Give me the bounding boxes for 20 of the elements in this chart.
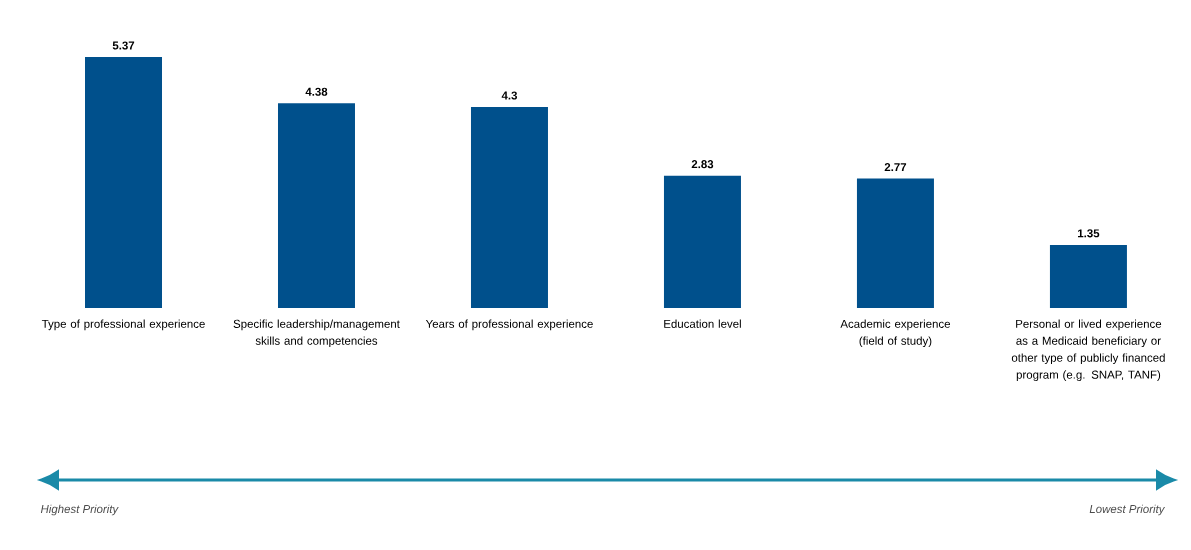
x-tick-label: Academic experience (field of study): [840, 319, 950, 348]
data-label: 4.38: [305, 87, 328, 96]
text: Highest Priority: [40, 504, 119, 516]
bar: [1049, 244, 1127, 308]
data-label: 2.83: [691, 160, 714, 169]
data-label: 5.37: [112, 41, 135, 50]
bar: [470, 107, 548, 308]
data-label: 2.77: [884, 163, 907, 172]
bar: [663, 175, 741, 308]
bar: [85, 57, 163, 308]
x-tick-label: Personal or lived experience as a Medicaid beneficiary or other type of publicly financed program (e.g. SNAP, TANF): [1011, 319, 1165, 381]
bar: [277, 103, 355, 308]
data-label: 4.3: [501, 91, 518, 100]
x-tick-label: Education level: [664, 319, 741, 328]
data-label: 1.35: [1078, 229, 1100, 238]
x-tick-label: Type of professional experience: [41, 319, 205, 331]
text: Lowest Priority: [1089, 504, 1166, 516]
x-tick-label: Specific leadership/management skills and competencies: [233, 319, 400, 348]
x-tick-label: Years of professional experience: [425, 319, 593, 331]
bar: [856, 178, 934, 308]
